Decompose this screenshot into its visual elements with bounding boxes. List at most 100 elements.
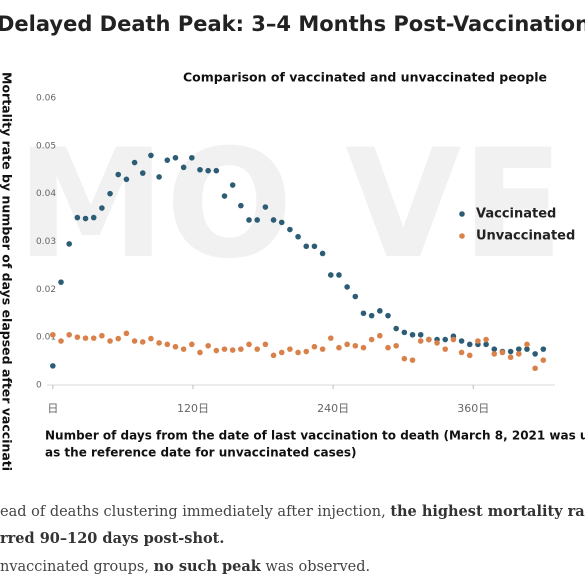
point xyxy=(377,332,383,339)
point xyxy=(515,351,522,357)
point xyxy=(139,339,146,345)
point xyxy=(50,363,56,369)
text: ead of deaths clustering immediately aft… xyxy=(0,504,391,520)
point xyxy=(107,338,113,344)
point xyxy=(197,166,203,173)
point xyxy=(426,336,432,343)
point xyxy=(507,348,514,355)
point xyxy=(377,308,383,314)
point xyxy=(205,167,211,174)
y-tick-label: 0.06 xyxy=(36,94,56,104)
point xyxy=(401,355,408,362)
point xyxy=(74,334,81,340)
point xyxy=(90,214,97,221)
point xyxy=(172,343,179,350)
bold-text: rred 90–120 days post-shot. xyxy=(0,530,225,547)
point xyxy=(360,344,367,351)
x-tick-label: 240日 xyxy=(317,402,349,415)
point xyxy=(409,357,416,363)
legend-label: Vaccinated xyxy=(476,207,556,222)
point xyxy=(254,217,261,223)
point xyxy=(515,346,522,352)
point xyxy=(466,341,473,348)
headline: Delayed Death Peak: 3–4 Months Post-Vacc… xyxy=(0,12,585,36)
x-tick-label: 日 xyxy=(47,402,58,415)
point xyxy=(499,349,506,356)
point xyxy=(491,351,498,357)
legend-marker xyxy=(459,233,465,239)
paragraph-line: rred 90–120 days post-shot. xyxy=(0,530,224,547)
point xyxy=(524,346,530,352)
bold-text: the highest mortality rate xyxy=(390,503,585,520)
bold-text: no such peak xyxy=(153,558,261,575)
point xyxy=(254,346,261,352)
point xyxy=(483,336,489,343)
point xyxy=(360,310,367,317)
point xyxy=(450,336,457,343)
point xyxy=(115,335,122,342)
legend-label: Unvaccinated xyxy=(476,229,575,244)
point xyxy=(246,341,252,348)
point xyxy=(189,154,195,161)
chart-title: Comparison of vaccinated and unvaccinate… xyxy=(183,70,547,85)
point xyxy=(172,154,179,161)
point xyxy=(90,335,97,341)
point xyxy=(483,341,489,348)
point xyxy=(311,343,318,350)
point xyxy=(50,331,56,338)
point xyxy=(156,174,162,180)
point xyxy=(532,365,538,372)
point xyxy=(148,335,154,342)
point xyxy=(368,312,375,319)
point xyxy=(532,351,538,357)
point xyxy=(270,352,277,359)
point xyxy=(229,182,236,188)
point xyxy=(287,226,293,233)
point xyxy=(393,342,399,349)
point xyxy=(319,346,326,352)
point xyxy=(311,243,318,250)
chart: MO VE Comparison of vaccinated and unvac… xyxy=(0,70,585,471)
y-tick-label: 0.05 xyxy=(36,141,56,151)
point xyxy=(115,171,122,178)
text: nvaccinated groups, xyxy=(0,559,154,575)
point xyxy=(66,331,72,338)
y-tick-label: 0.01 xyxy=(36,333,56,343)
point xyxy=(213,167,220,174)
point xyxy=(66,241,72,247)
point xyxy=(475,338,481,344)
point xyxy=(139,170,146,176)
point xyxy=(524,341,530,348)
y-tick-label: 0.02 xyxy=(36,285,56,295)
point xyxy=(221,346,228,352)
point xyxy=(368,336,375,343)
point xyxy=(123,330,130,337)
point xyxy=(82,215,89,222)
point xyxy=(213,347,220,354)
point xyxy=(246,217,252,223)
point xyxy=(303,348,310,355)
point xyxy=(262,204,269,210)
y-tick-label: 0.04 xyxy=(36,189,56,199)
point xyxy=(238,202,244,209)
legend-marker xyxy=(459,211,465,217)
point xyxy=(82,335,89,341)
point xyxy=(344,284,350,290)
x-axis-label: as the reference date for unvaccinated c… xyxy=(45,446,357,460)
point xyxy=(417,331,424,338)
point xyxy=(417,338,424,344)
point xyxy=(401,329,408,336)
point xyxy=(99,205,105,211)
point xyxy=(180,164,187,171)
point xyxy=(123,176,130,183)
y-tick-label: 0 xyxy=(36,381,42,391)
paragraph-line: ead of deaths clustering immediately aft… xyxy=(0,503,585,520)
point xyxy=(205,342,211,349)
point xyxy=(352,342,359,349)
point xyxy=(99,332,105,339)
point xyxy=(466,352,473,359)
point xyxy=(58,338,64,344)
point xyxy=(148,152,154,159)
point xyxy=(442,336,449,343)
point xyxy=(458,349,465,356)
